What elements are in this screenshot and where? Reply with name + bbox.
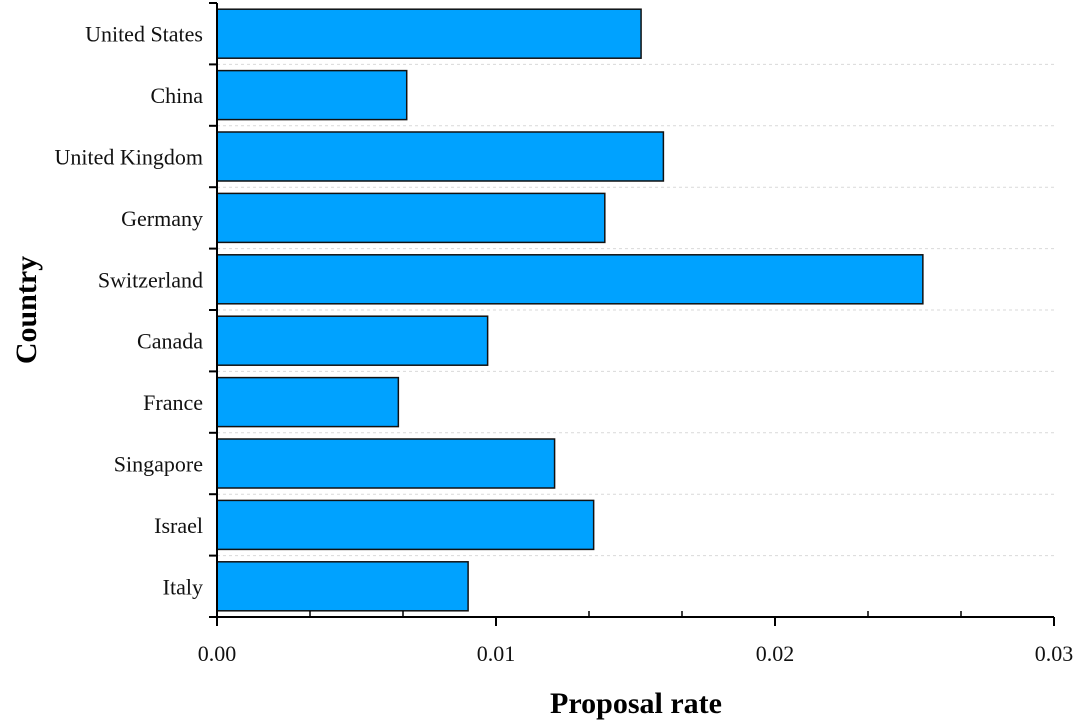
y-tick-label: Italy <box>163 574 203 599</box>
bar-switzerland <box>216 254 924 305</box>
bar-italy <box>216 561 469 612</box>
x-tick-label: 0.02 <box>756 641 795 666</box>
grid-lines <box>217 63 1054 557</box>
bars <box>216 8 924 612</box>
x-tick-label: 0.01 <box>477 641 516 666</box>
y-tick-label: Singapore <box>114 452 203 477</box>
bar-united-kingdom <box>216 131 665 182</box>
y-tick-label: Germany <box>121 206 203 231</box>
bar-israel <box>216 499 595 551</box>
x-tick-label: 0.00 <box>198 641 237 666</box>
y-tick-label: United States <box>85 22 203 47</box>
y-tick-label: United Kingdom <box>55 145 204 170</box>
bar-germany <box>216 192 606 244</box>
x-tick-label: 0.03 <box>1035 641 1074 666</box>
y-axis-title: Country <box>10 256 43 364</box>
bar-singapore <box>216 438 556 489</box>
x-axis-ticks: 0.00 0.01 0.02 0.03 <box>198 611 1074 666</box>
x-axis-title: Proposal rate <box>550 687 722 720</box>
bar-china <box>216 69 408 121</box>
y-tick-label: Israel <box>154 513 203 538</box>
y-tick-label: Canada <box>137 329 203 354</box>
bar-france <box>216 376 400 428</box>
y-tick-label: France <box>143 390 203 415</box>
y-axis-ticks: United States China United Kingdom Germany S… <box>55 2 217 618</box>
y-tick-label: China <box>150 83 203 108</box>
y-tick-label: Switzerland <box>98 267 203 292</box>
bar-canada <box>216 315 489 366</box>
bar-united-states <box>216 8 642 59</box>
